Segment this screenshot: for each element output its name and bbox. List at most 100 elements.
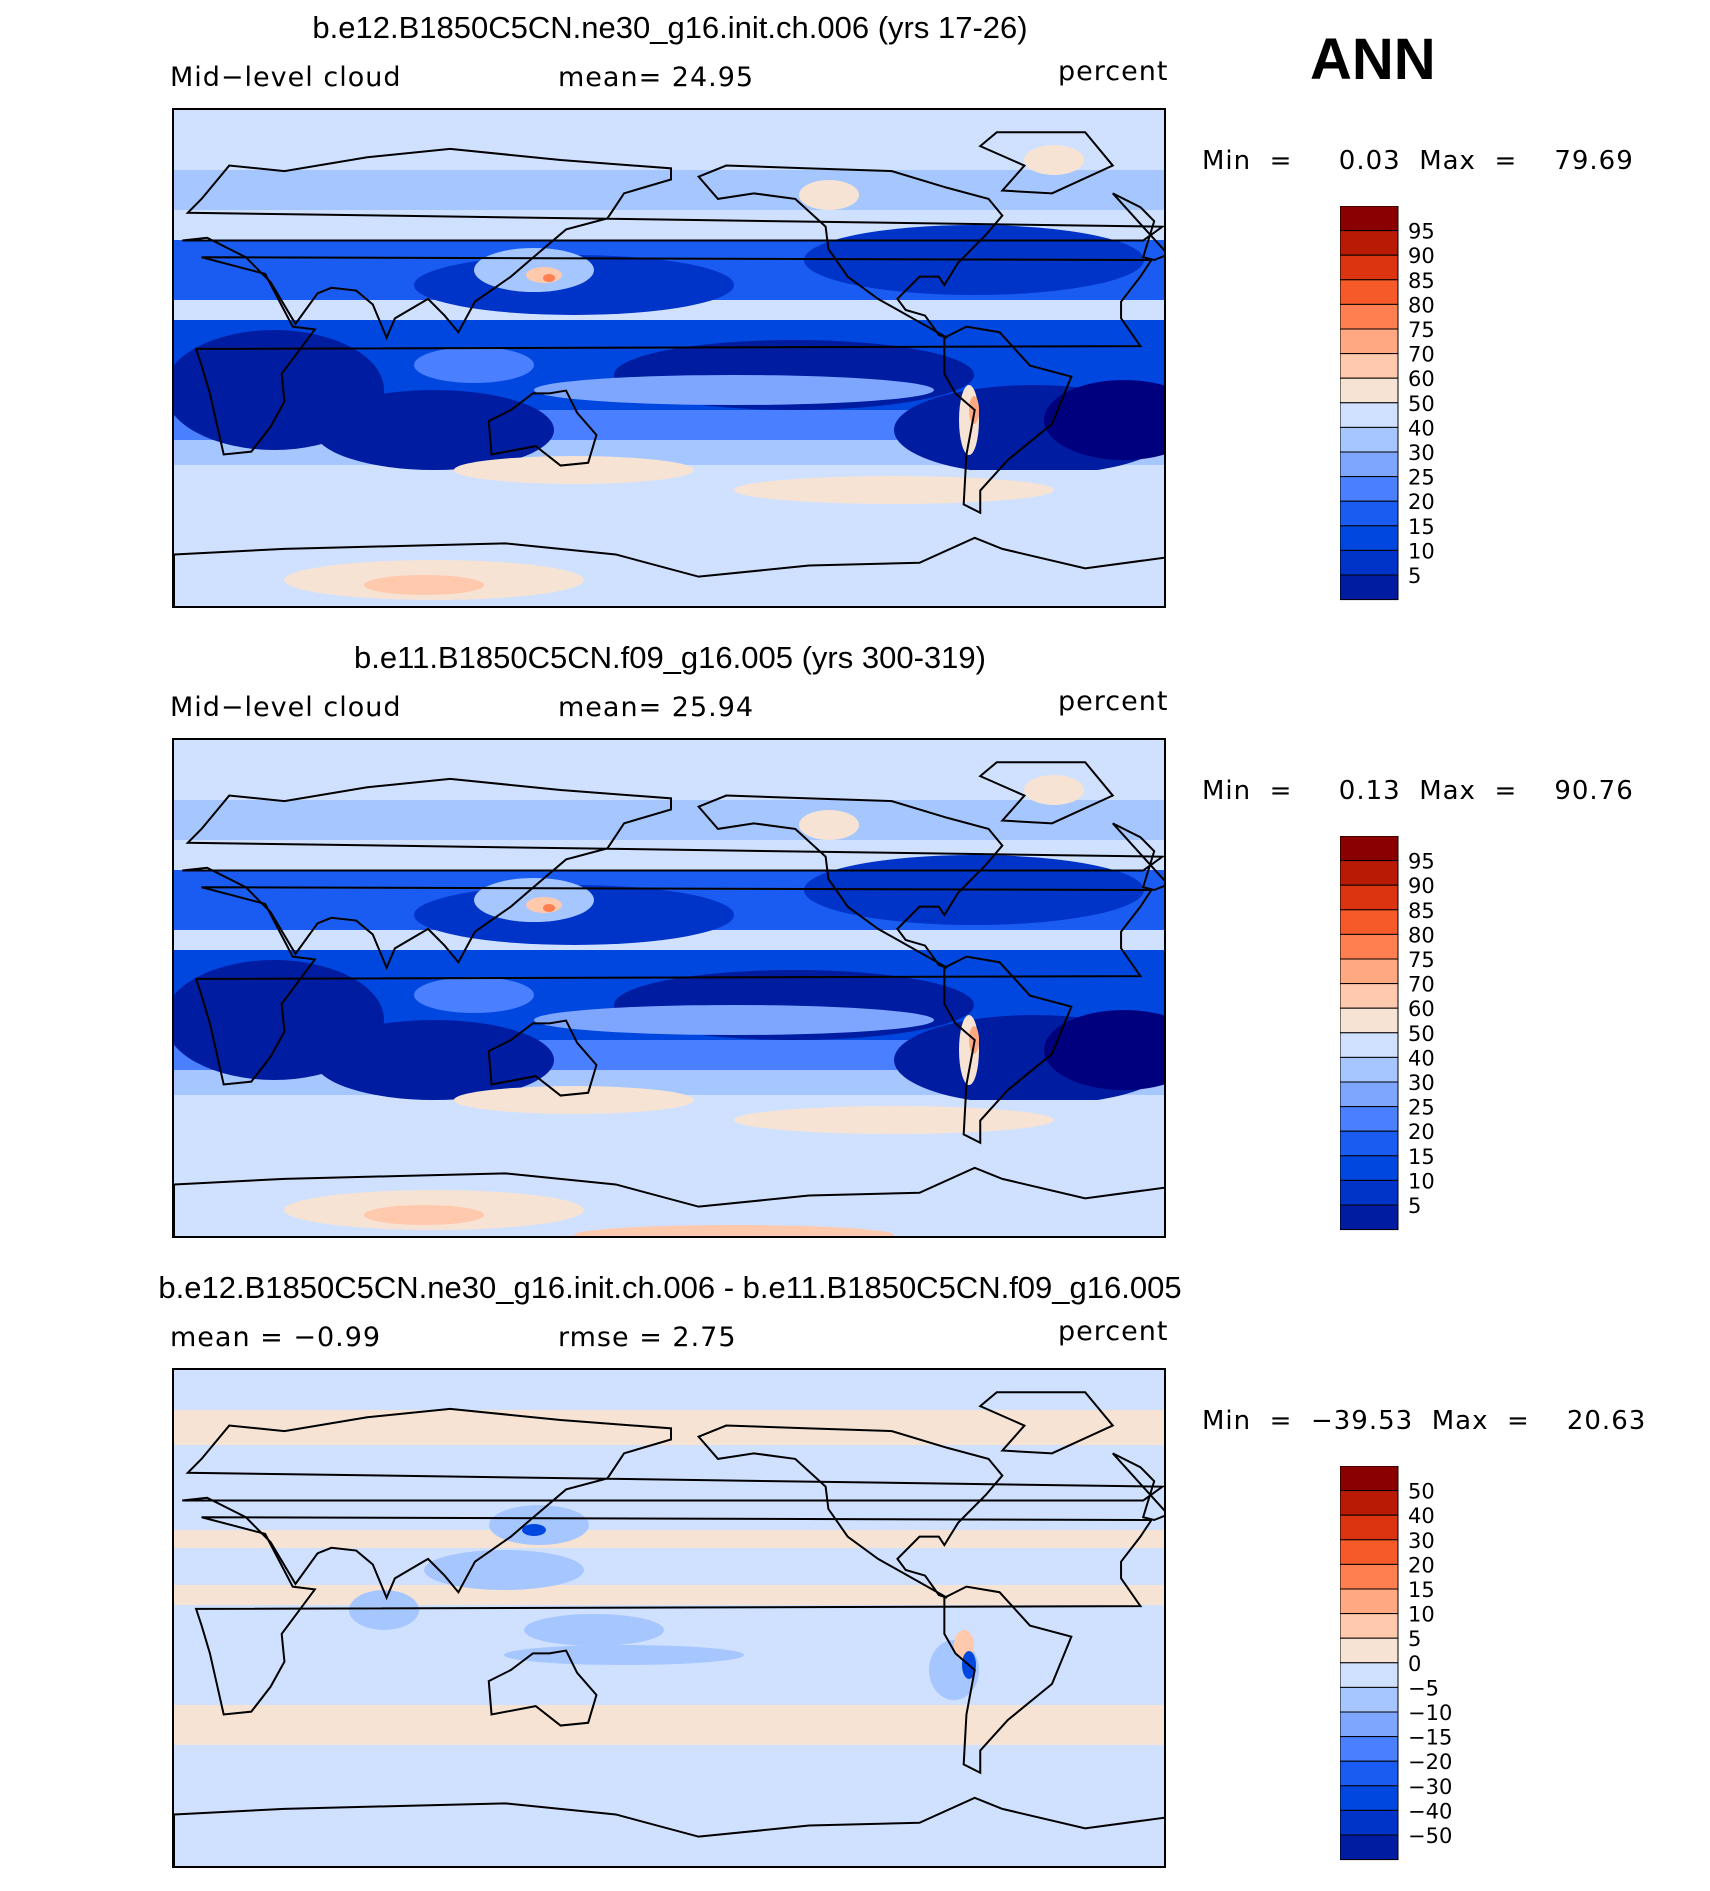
field-region (364, 575, 484, 595)
field-region (454, 1086, 694, 1114)
colorbar-swatch (1340, 933, 1399, 960)
colorbar-swatch (1340, 402, 1399, 428)
colorbar-swatch (1340, 1179, 1399, 1206)
colorbar-swatch (1340, 983, 1399, 1009)
coastline (194, 256, 1154, 456)
colorbar-swatch (1340, 1711, 1399, 1738)
colorbar-tick-label: 5 (1408, 564, 1421, 588)
field-region (534, 1005, 934, 1035)
units-label: percent (1058, 686, 1169, 717)
colorbar-swatch (1340, 500, 1399, 527)
mean-label: mean= 25.94 (558, 692, 755, 723)
field-region (799, 810, 859, 840)
field-region (174, 960, 384, 1080)
cloud-field-map (174, 740, 1164, 1236)
field-region (522, 1524, 546, 1536)
colorbar-tick-label: 70 (1408, 343, 1435, 367)
colorbar-swatch (1340, 1563, 1399, 1590)
colorbar-tick-label: 25 (1408, 1096, 1435, 1120)
colorbar-tick-label: 80 (1408, 293, 1435, 317)
colorbar-tick-label: 15 (1408, 1145, 1435, 1169)
panel-difference: b.e12.B1850C5CN.ne30_g16.init.ch.006 - b… (0, 1260, 1710, 1888)
field-region (174, 330, 384, 450)
coastline (696, 1424, 1004, 1599)
colorbar-swatch (1340, 1007, 1399, 1034)
map-frame (172, 1368, 1166, 1868)
field-region (526, 897, 562, 913)
field-region (1024, 145, 1084, 175)
colorbar-swatch (1340, 1539, 1399, 1565)
coastline (696, 164, 1004, 339)
colorbar-swatch (1340, 1204, 1399, 1231)
coastline (182, 1407, 1164, 1601)
colorbar-swatch (1340, 1130, 1399, 1157)
colorbar-swatch (1340, 884, 1399, 911)
colorbar-swatch (1340, 574, 1399, 601)
field-region (414, 347, 534, 383)
colorbar-tick-label: 5 (1408, 1627, 1421, 1651)
field-region (543, 274, 555, 282)
colorbar-swatch (1340, 426, 1399, 453)
colorbar-swatch (1340, 1081, 1399, 1108)
coastline (1112, 822, 1164, 892)
colorbar-swatch (1340, 525, 1399, 551)
colorbar-tick-label: 50 (1408, 392, 1435, 416)
colorbar-swatch (1340, 549, 1399, 576)
colorbar-swatch (1340, 1662, 1399, 1688)
colorbar-swatch (1340, 1490, 1399, 1516)
colorbar-tick-label: −40 (1408, 1799, 1452, 1823)
field-region (454, 456, 694, 484)
colorbar-swatch (1340, 1785, 1399, 1811)
colorbar-swatch (1340, 1155, 1399, 1181)
colorbar-tick-label: 15 (1408, 515, 1435, 539)
colorbar-tick-label: 30 (1408, 1071, 1435, 1095)
panel-model-f09: b.e11.B1850C5CN.f09_g16.005 (yrs 300-319… (0, 630, 1710, 1258)
colorbar-tick-label: 40 (1408, 1046, 1435, 1070)
colorbar-swatch (1340, 958, 1399, 985)
field-band (174, 1585, 1164, 1605)
colorbar-tick-label: 60 (1408, 997, 1435, 1021)
field-region (364, 1205, 484, 1225)
colorbar-tick-label: 10 (1408, 1603, 1435, 1627)
field-region (734, 476, 1054, 504)
field-region (414, 977, 534, 1013)
colorbar-swatch (1340, 206, 1399, 232)
coastline (194, 1516, 1154, 1716)
colorbar-swatch (1340, 909, 1399, 935)
colorbar-tick-label: 60 (1408, 367, 1435, 391)
colorbar-swatch (1340, 1106, 1399, 1132)
colorbar-tick-label: −15 (1408, 1726, 1452, 1750)
colorbar-swatch (1340, 1834, 1399, 1861)
colorbar-swatch (1340, 254, 1399, 281)
field-background (174, 1370, 1164, 1866)
colorbar-tick-label: −50 (1408, 1824, 1452, 1848)
coastline (487, 1649, 598, 1727)
colorbar-tick-label: 10 (1408, 1169, 1435, 1193)
coastline (1112, 1452, 1164, 1522)
coastline (1112, 192, 1164, 262)
colorbar-tick-label: 80 (1408, 923, 1435, 947)
units-label: percent (1058, 56, 1169, 87)
field-region (524, 1614, 664, 1646)
panel-title: b.e12.B1850C5CN.ne30_g16.init.ch.006 - b… (158, 1270, 1182, 1305)
colorbar-tick-label: 20 (1408, 1120, 1435, 1144)
coastline (174, 1796, 1164, 1866)
units-label: percent (1058, 1316, 1169, 1347)
colorbar-swatch (1340, 328, 1399, 355)
colorbar-swatch (1340, 1466, 1399, 1492)
coastline (182, 777, 1164, 971)
min-max-label: Min = −39.53 Max = 20.63 (1202, 1406, 1647, 1436)
colorbar-swatch (1340, 860, 1399, 886)
colorbar-swatch (1340, 1514, 1399, 1541)
map-frame (172, 108, 1166, 608)
coastline (978, 131, 1115, 195)
coastline (487, 1019, 598, 1097)
coastline (487, 389, 598, 467)
coastline (174, 1166, 1164, 1236)
min-max-label: Min = 0.03 Max = 79.69 (1202, 146, 1634, 176)
coastline (194, 886, 1154, 1086)
coastline (978, 761, 1115, 825)
colorbar-swatch (1340, 1588, 1399, 1615)
rmse-label: rmse = 2.75 (558, 1322, 737, 1353)
colorbar-swatch (1340, 1032, 1399, 1058)
